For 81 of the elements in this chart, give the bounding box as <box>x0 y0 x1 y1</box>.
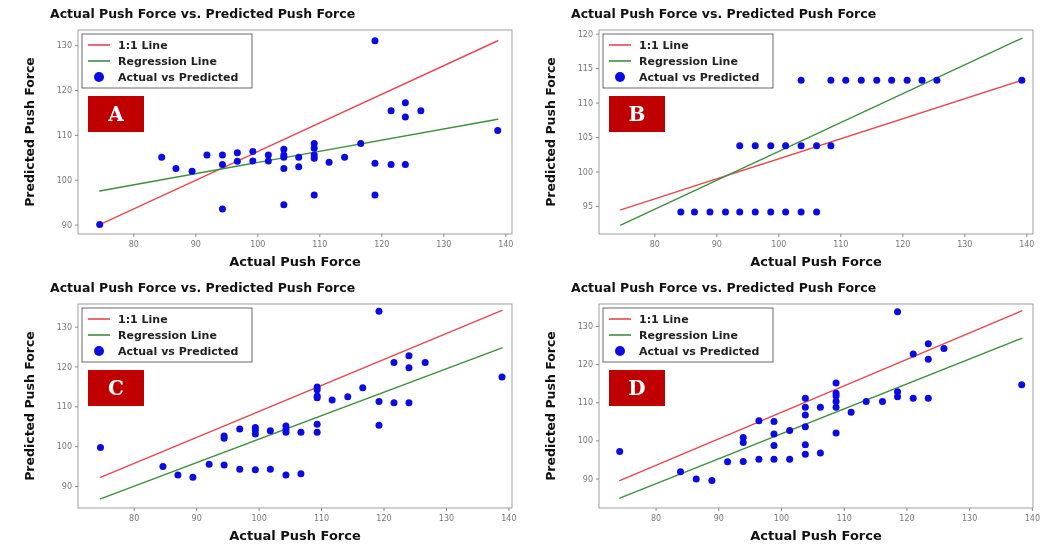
x-tick-label: 80 <box>649 240 660 249</box>
x-tick-label: 110 <box>313 514 330 523</box>
x-tick-label: 120 <box>899 514 915 523</box>
legend-label: Actual vs Predicted <box>118 70 239 84</box>
y-tick-label: 100 <box>577 167 593 177</box>
x-tick-label: 130 <box>436 240 452 249</box>
x-axis-title: Actual Push Force <box>750 254 882 269</box>
y-tick-label: 90 <box>61 220 72 230</box>
x-tick-label: 80 <box>650 514 662 523</box>
y-tick-label: 100 <box>56 442 72 452</box>
y-tick-label: 130 <box>56 322 72 332</box>
x-tick-label: 140 <box>501 514 517 523</box>
x-tick-label: 110 <box>836 514 852 523</box>
x-tick-label: 90 <box>190 240 201 249</box>
annotation: D <box>628 376 646 400</box>
x-tick-label: 90 <box>711 240 722 249</box>
chart-title: Actual Push Force vs. Predicted Push Force <box>571 280 877 295</box>
y-tick-label: 120 <box>56 86 72 96</box>
y-axis-title: Predicted Push Force <box>22 331 37 481</box>
x-axis-title: Actual Push Force <box>229 254 361 269</box>
y-tick-label: 110 <box>577 98 593 108</box>
y-tick-label: 110 <box>56 130 72 140</box>
x-tick-label: 100 <box>771 240 787 249</box>
letter-tag: D <box>609 370 665 406</box>
x-tick-label: 100 <box>251 514 267 523</box>
x-axis-title: Actual Push Force <box>750 528 882 543</box>
x-tick-label: 80 <box>129 514 140 523</box>
legend-label: Actual vs Predicted <box>639 70 760 84</box>
y-tick-label: 100 <box>56 175 72 185</box>
x-tick-label: 80 <box>128 240 139 249</box>
y-tick-label: 120 <box>56 362 72 372</box>
y-axis-title: Predicted Push Force <box>543 57 558 207</box>
annotation: A <box>107 102 125 126</box>
legend-label: 1:1 Line <box>118 312 168 326</box>
chart-title: Actual Push Force vs. Predicted Push Force <box>571 6 877 21</box>
x-tick-label: 120 <box>895 240 911 249</box>
y-tick-label: 110 <box>577 398 593 408</box>
chart-title: Actual Push Force vs. Predicted Push Force <box>50 280 356 295</box>
legend-label: 1:1 Line <box>118 38 168 52</box>
chart-title: Actual Push Force vs. Predicted Push Force <box>50 6 356 21</box>
y-tick-label: 90 <box>582 474 593 484</box>
y-tick-label: 130 <box>56 41 72 51</box>
y-tick-label: 100 <box>577 436 593 446</box>
annotation: C <box>108 376 124 400</box>
y-tick-label: 95 <box>582 201 593 211</box>
legend-label: Regression Line <box>639 328 738 342</box>
annotation: B <box>628 102 646 126</box>
letter-tag: B <box>609 96 665 132</box>
x-tick-label: 90 <box>191 514 202 523</box>
x-tick-label: 120 <box>374 240 390 249</box>
x-tick-label: 130 <box>438 514 455 523</box>
x-tick-label: 130 <box>962 514 978 523</box>
legend-label: Actual vs Predicted <box>118 344 239 358</box>
y-tick-label: 120 <box>577 29 593 39</box>
letter-tag: C <box>88 370 144 406</box>
y-tick-label: 110 <box>56 402 72 412</box>
y-axis-title: Predicted Push Force <box>543 331 558 481</box>
x-tick-label: 120 <box>376 514 392 523</box>
x-tick-label: 140 <box>498 240 514 249</box>
legend-label: Regression Line <box>118 54 217 68</box>
y-tick-label: 120 <box>577 360 593 370</box>
legend-label: Actual vs Predicted <box>639 344 760 358</box>
y-tick-label: 105 <box>577 133 593 143</box>
x-tick-label: 130 <box>957 240 973 249</box>
y-tick-label: 130 <box>577 322 593 332</box>
y-tick-label: 90 <box>61 482 72 492</box>
x-tick-label: 140 <box>1024 514 1041 523</box>
letter-tag: A <box>88 96 144 132</box>
x-tick-label: 100 <box>250 240 266 249</box>
legend-label: Regression Line <box>118 328 217 342</box>
legend-label: Regression Line <box>639 54 738 68</box>
y-tick-label: 115 <box>577 64 593 74</box>
x-tick-label: 140 <box>1019 240 1035 249</box>
x-tick-label: 100 <box>773 514 790 523</box>
x-tick-label: 110 <box>312 240 328 249</box>
y-axis-title: Predicted Push Force <box>22 57 37 207</box>
legend-label: 1:1 Line <box>639 312 689 326</box>
legend-label: 1:1 Line <box>639 38 689 52</box>
x-tick-label: 110 <box>833 240 849 249</box>
x-axis-title: Actual Push Force <box>229 528 361 543</box>
x-tick-label: 90 <box>713 514 724 523</box>
